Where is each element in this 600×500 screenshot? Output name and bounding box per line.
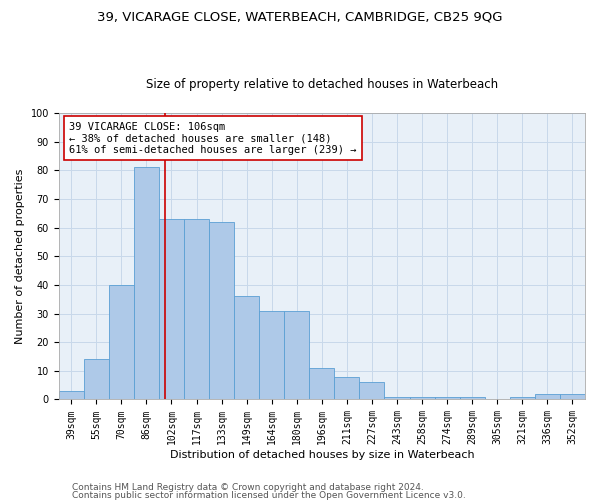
Bar xyxy=(159,219,184,400)
Bar xyxy=(385,396,410,400)
Bar xyxy=(359,382,385,400)
Bar xyxy=(259,310,284,400)
Text: 39 VICARAGE CLOSE: 106sqm
← 38% of detached houses are smaller (148)
61% of semi: 39 VICARAGE CLOSE: 106sqm ← 38% of detac… xyxy=(69,122,356,155)
Bar xyxy=(209,222,234,400)
Bar xyxy=(535,394,560,400)
Title: Size of property relative to detached houses in Waterbeach: Size of property relative to detached ho… xyxy=(146,78,498,91)
Bar xyxy=(410,396,434,400)
Bar xyxy=(184,219,209,400)
Bar xyxy=(460,396,485,400)
Text: Contains public sector information licensed under the Open Government Licence v3: Contains public sector information licen… xyxy=(72,491,466,500)
Bar xyxy=(510,396,535,400)
Bar xyxy=(84,360,109,400)
X-axis label: Distribution of detached houses by size in Waterbeach: Distribution of detached houses by size … xyxy=(170,450,474,460)
Bar xyxy=(59,391,84,400)
Bar xyxy=(309,368,334,400)
Bar xyxy=(234,296,259,400)
Bar xyxy=(134,168,159,400)
Y-axis label: Number of detached properties: Number of detached properties xyxy=(15,168,25,344)
Text: 39, VICARAGE CLOSE, WATERBEACH, CAMBRIDGE, CB25 9QG: 39, VICARAGE CLOSE, WATERBEACH, CAMBRIDG… xyxy=(97,10,503,23)
Bar xyxy=(334,376,359,400)
Bar xyxy=(560,394,585,400)
Bar xyxy=(284,310,309,400)
Bar xyxy=(109,285,134,400)
Bar xyxy=(434,396,460,400)
Text: Contains HM Land Registry data © Crown copyright and database right 2024.: Contains HM Land Registry data © Crown c… xyxy=(72,484,424,492)
